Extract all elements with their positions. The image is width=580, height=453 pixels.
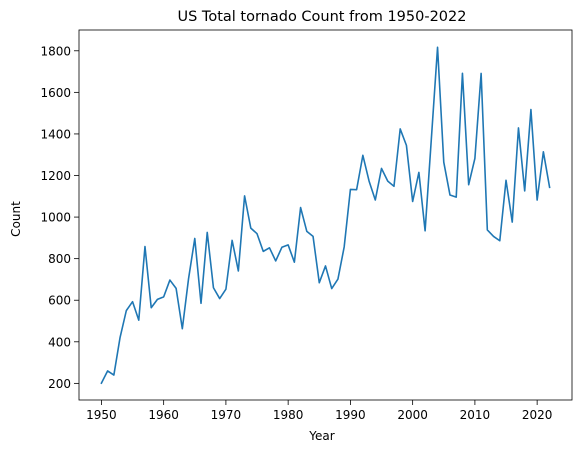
x-tick-label: 1990 [335,408,366,422]
plot-frame [78,29,573,401]
y-tick-label: 600 [48,294,71,308]
x-tick-label: 2020 [522,408,553,422]
x-tick-label: 1980 [273,408,304,422]
x-axis-label: Year [308,429,334,443]
x-tick-label: 2000 [397,408,428,422]
x-tick-label: 1950 [86,408,117,422]
y-tick-label: 1400 [40,127,71,141]
y-tick-label: 200 [48,377,71,391]
y-tick-label: 1800 [40,44,71,58]
x-tick-label: 1960 [148,408,179,422]
x-tick-label: 1970 [211,408,242,422]
y-tick-label: 800 [48,252,71,266]
chart-title: US Total tornado Count from 1950-2022 [178,9,467,25]
y-tick-label: 1000 [40,211,71,225]
y-tick-label: 400 [48,335,71,349]
y-axis: 200 400 600 800 1000 1200 1400 1600 1800 [40,44,79,391]
plot-area [78,29,573,401]
series-layer [100,46,551,385]
y-axis-label: Count [9,201,23,237]
y-tick-label: 1600 [40,86,71,100]
x-axis: 1950 1960 1970 1980 1990 2000 2010 2020 [86,400,552,422]
y-tick-label: 1200 [40,169,71,183]
x-tick-label: 2010 [460,408,491,422]
series-line [100,46,551,385]
